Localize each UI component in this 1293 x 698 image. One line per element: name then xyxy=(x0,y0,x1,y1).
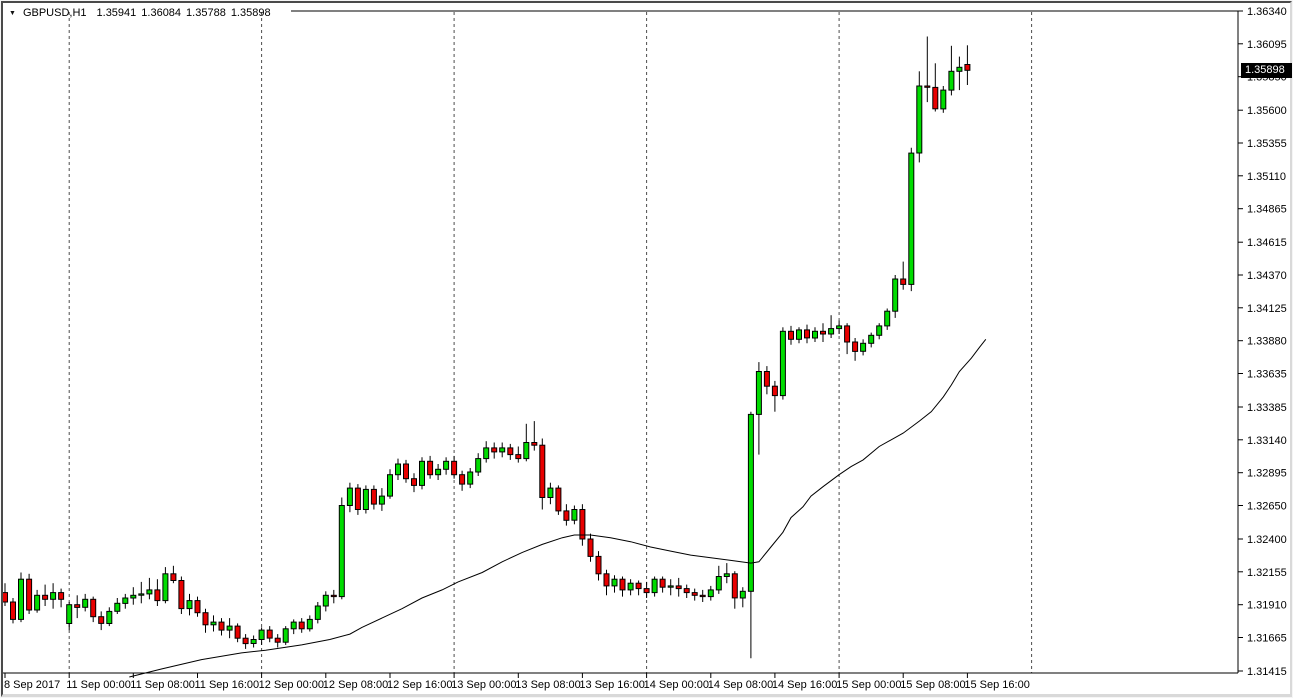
period-separators xyxy=(68,12,1033,673)
price-axis[interactable] xyxy=(1239,11,1292,673)
svg-text:13 Sep 00:00: 13 Sep 00:00 xyxy=(451,679,516,691)
chart-title-bar: ▼ GBPUSD,H1 1.35941 1.36084 1.35788 1.35… xyxy=(9,6,276,20)
svg-text:11 Sep 00:00: 11 Sep 00:00 xyxy=(66,679,131,691)
svg-text:1.33880: 1.33880 xyxy=(1247,336,1287,348)
svg-text:1.34125: 1.34125 xyxy=(1247,303,1287,315)
svg-text:1.33140: 1.33140 xyxy=(1247,435,1287,447)
ohlc-close-value: 1.35898 xyxy=(230,7,271,19)
time-axis[interactable] xyxy=(3,674,1238,694)
current-price-badge: 1.35898 xyxy=(1241,63,1292,78)
plot-border xyxy=(3,10,1239,674)
svg-text:11 Sep 08:00: 11 Sep 08:00 xyxy=(130,679,195,691)
svg-text:15 Sep 08:00: 15 Sep 08:00 xyxy=(900,679,965,691)
ohlc-open-value: 1.35941 xyxy=(96,7,137,19)
svg-text:1.31910: 1.31910 xyxy=(1247,600,1287,612)
svg-text:1.35110: 1.35110 xyxy=(1247,171,1286,183)
svg-text:14 Sep 00:00: 14 Sep 00:00 xyxy=(644,679,709,691)
svg-text:12 Sep 08:00: 12 Sep 08:00 xyxy=(323,679,388,691)
symbol-dropdown-icon[interactable]: ▼ xyxy=(9,9,16,17)
ohlc-low-value: 1.35788 xyxy=(186,7,226,19)
ma-line xyxy=(129,338,987,678)
candles xyxy=(2,36,971,659)
svg-text:13 Sep 16:00: 13 Sep 16:00 xyxy=(579,679,644,691)
svg-text:1.34865: 1.34865 xyxy=(1247,204,1287,216)
svg-text:1.33635: 1.33635 xyxy=(1247,369,1287,381)
svg-text:1.32650: 1.32650 xyxy=(1247,501,1287,513)
ohlc-high-value: 1.36084 xyxy=(141,7,182,19)
svg-text:1.35355: 1.35355 xyxy=(1247,138,1287,150)
svg-text:1.34615: 1.34615 xyxy=(1247,237,1287,249)
symbol-period-label: GBPUSD,H1 xyxy=(22,7,87,19)
svg-text:1.31665: 1.31665 xyxy=(1247,633,1287,645)
svg-text:1.33385: 1.33385 xyxy=(1247,402,1287,414)
svg-text:12 Sep 00:00: 12 Sep 00:00 xyxy=(259,679,324,691)
time-axis-labels: 8 Sep 2017 11 Sep 00:00 11 Sep 08:00 11 Sep… xyxy=(4,673,1030,691)
svg-text:1.35600: 1.35600 xyxy=(1247,105,1287,117)
svg-text:13 Sep 08:00: 13 Sep 08:00 xyxy=(515,679,580,691)
svg-text:1.32400: 1.32400 xyxy=(1247,534,1287,546)
svg-text:1.36095: 1.36095 xyxy=(1247,39,1287,51)
svg-text:1.32895: 1.32895 xyxy=(1247,468,1287,480)
svg-text:15 Sep 00:00: 15 Sep 00:00 xyxy=(836,679,901,691)
svg-text:12 Sep 16:00: 12 Sep 16:00 xyxy=(387,679,452,691)
svg-text:1.31415: 1.31415 xyxy=(1247,666,1287,678)
svg-text:14 Sep 08:00: 14 Sep 08:00 xyxy=(708,679,773,691)
svg-text:14 Sep 16:00: 14 Sep 16:00 xyxy=(772,679,837,691)
svg-text:1.36340: 1.36340 xyxy=(1247,6,1287,18)
svg-text:1.32155: 1.32155 xyxy=(1247,567,1287,579)
svg-text:1.34370: 1.34370 xyxy=(1247,270,1287,282)
svg-text:8 Sep 2017: 8 Sep 2017 xyxy=(4,679,60,691)
svg-text:11 Sep 16:00: 11 Sep 16:00 xyxy=(195,679,260,691)
svg-text:15 Sep 16:00: 15 Sep 16:00 xyxy=(964,679,1029,691)
